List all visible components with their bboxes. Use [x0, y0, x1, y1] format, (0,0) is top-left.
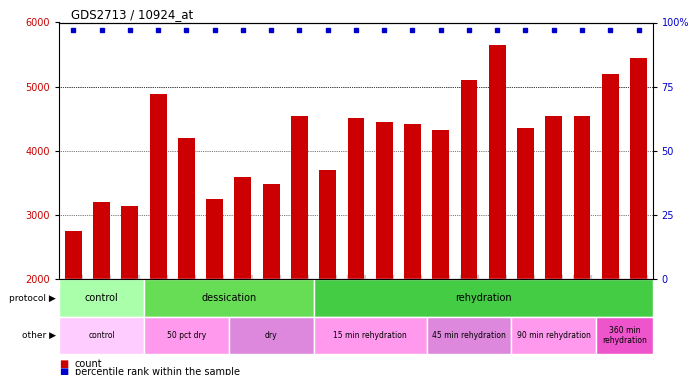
Text: 90 min rehydration: 90 min rehydration	[517, 331, 591, 340]
Text: rehydration: rehydration	[455, 293, 512, 303]
Bar	[596, 317, 653, 354]
Text: percentile rank within the sample: percentile rank within the sample	[75, 367, 239, 375]
Bar	[59, 317, 144, 354]
Bar	[144, 279, 313, 317]
Bar	[235, 177, 251, 279]
Text: count: count	[75, 359, 103, 369]
Text: GDS2713 / 10924_at: GDS2713 / 10924_at	[71, 8, 193, 21]
Bar	[206, 199, 223, 279]
Bar	[229, 317, 313, 354]
Bar	[432, 130, 450, 279]
Bar	[121, 206, 138, 279]
Bar	[144, 317, 229, 354]
Text: 15 min rehydration: 15 min rehydration	[333, 331, 407, 340]
Bar	[65, 231, 82, 279]
Bar	[313, 279, 653, 317]
Bar	[602, 74, 618, 279]
Bar	[291, 116, 308, 279]
Text: ■: ■	[59, 359, 68, 369]
Text: ■: ■	[59, 367, 68, 375]
Bar	[404, 124, 421, 279]
Bar	[262, 184, 280, 279]
Bar	[348, 117, 364, 279]
Bar	[319, 170, 336, 279]
Bar	[461, 80, 477, 279]
Bar	[489, 45, 506, 279]
Bar	[426, 317, 512, 354]
Text: 45 min rehydration: 45 min rehydration	[432, 331, 506, 340]
Bar	[59, 279, 144, 317]
Text: dessication: dessication	[201, 293, 256, 303]
Bar	[150, 94, 167, 279]
Text: control: control	[85, 293, 119, 303]
Bar	[178, 138, 195, 279]
Bar	[512, 317, 596, 354]
Bar	[630, 58, 647, 279]
Bar	[545, 116, 562, 279]
Bar	[376, 122, 393, 279]
Bar	[517, 129, 534, 279]
Bar	[94, 202, 110, 279]
Bar	[574, 116, 591, 279]
Text: dry: dry	[265, 331, 278, 340]
Text: other ▶: other ▶	[22, 331, 56, 340]
Bar	[313, 317, 426, 354]
Text: protocol ▶: protocol ▶	[9, 294, 56, 303]
Text: 360 min
rehydration: 360 min rehydration	[602, 326, 647, 345]
Text: control: control	[89, 331, 115, 340]
Text: 50 pct dry: 50 pct dry	[167, 331, 206, 340]
